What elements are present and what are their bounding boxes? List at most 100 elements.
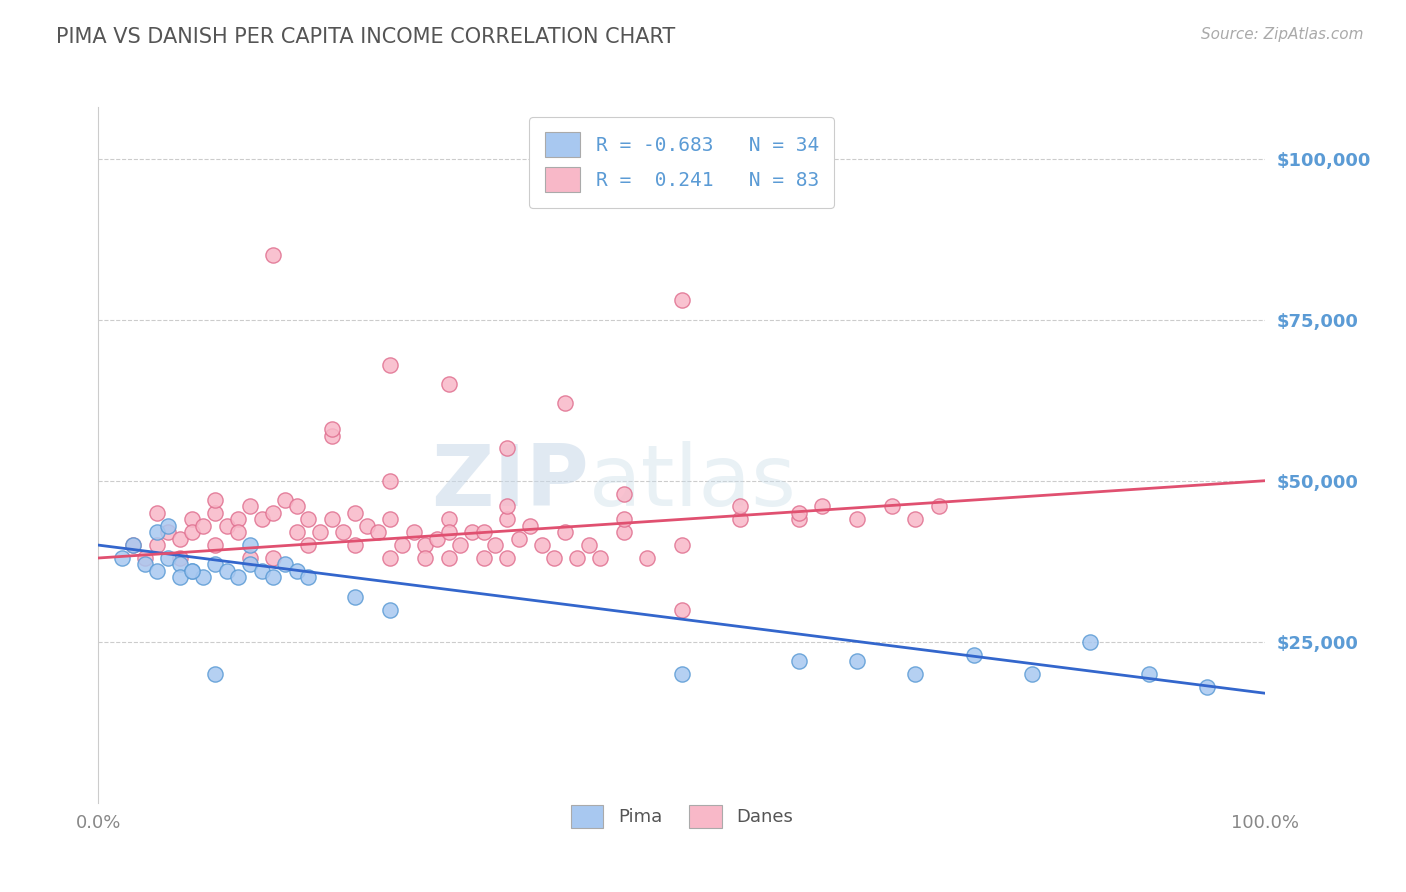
Point bbox=[122, 538, 145, 552]
Point bbox=[180, 564, 202, 578]
Point bbox=[437, 551, 460, 566]
Legend: Pima, Danes: Pima, Danes bbox=[557, 790, 807, 842]
Point bbox=[228, 512, 250, 526]
Point bbox=[180, 525, 202, 540]
Point bbox=[204, 538, 226, 552]
Point bbox=[928, 500, 950, 514]
Text: PIMA VS DANISH PER CAPITA INCOME CORRELATION CHART: PIMA VS DANISH PER CAPITA INCOME CORRELA… bbox=[56, 27, 675, 46]
Point bbox=[297, 512, 319, 526]
Point bbox=[1137, 667, 1160, 681]
Point bbox=[565, 551, 588, 566]
Point bbox=[215, 518, 238, 533]
Point bbox=[344, 538, 367, 552]
Point bbox=[578, 538, 600, 552]
Point bbox=[880, 500, 903, 514]
Point bbox=[321, 422, 343, 436]
Text: atlas: atlas bbox=[589, 442, 797, 524]
Point bbox=[530, 538, 553, 552]
Point bbox=[204, 506, 226, 520]
Point bbox=[496, 551, 519, 566]
Point bbox=[180, 512, 202, 526]
Point bbox=[380, 358, 402, 372]
Point bbox=[297, 570, 319, 584]
Point bbox=[228, 570, 250, 584]
Point bbox=[811, 500, 834, 514]
Point bbox=[239, 500, 262, 514]
Point bbox=[146, 538, 169, 552]
Point bbox=[204, 493, 226, 508]
Point bbox=[671, 538, 693, 552]
Point bbox=[169, 570, 191, 584]
Point bbox=[262, 551, 284, 566]
Point bbox=[356, 518, 378, 533]
Point bbox=[496, 512, 519, 526]
Point bbox=[146, 564, 169, 578]
Point bbox=[239, 551, 262, 566]
Point bbox=[402, 525, 425, 540]
Point bbox=[285, 525, 308, 540]
Point bbox=[297, 538, 319, 552]
Point bbox=[730, 512, 752, 526]
Point bbox=[472, 525, 495, 540]
Point bbox=[380, 512, 402, 526]
Point bbox=[228, 525, 250, 540]
Point bbox=[613, 486, 636, 500]
Point bbox=[169, 558, 191, 572]
Point bbox=[1080, 634, 1102, 648]
Point bbox=[904, 667, 927, 681]
Point bbox=[904, 512, 927, 526]
Point bbox=[613, 525, 636, 540]
Point bbox=[730, 500, 752, 514]
Point bbox=[461, 525, 484, 540]
Point bbox=[250, 564, 273, 578]
Point bbox=[787, 654, 810, 668]
Point bbox=[846, 654, 869, 668]
Point bbox=[146, 506, 169, 520]
Point bbox=[157, 518, 180, 533]
Point bbox=[391, 538, 413, 552]
Point bbox=[380, 474, 402, 488]
Point bbox=[344, 590, 367, 604]
Point bbox=[332, 525, 354, 540]
Point bbox=[274, 558, 297, 572]
Point bbox=[426, 532, 449, 546]
Point bbox=[962, 648, 984, 662]
Point bbox=[239, 538, 262, 552]
Point bbox=[321, 512, 343, 526]
Point bbox=[380, 602, 402, 616]
Point bbox=[111, 551, 134, 566]
Point bbox=[543, 551, 565, 566]
Point bbox=[146, 525, 169, 540]
Point bbox=[671, 602, 693, 616]
Point bbox=[787, 506, 810, 520]
Point bbox=[554, 396, 576, 410]
Point bbox=[262, 570, 284, 584]
Point bbox=[413, 551, 436, 566]
Point bbox=[1195, 680, 1218, 694]
Point bbox=[496, 500, 519, 514]
Point bbox=[472, 551, 495, 566]
Point bbox=[613, 512, 636, 526]
Point bbox=[484, 538, 506, 552]
Point bbox=[671, 293, 693, 308]
Point bbox=[250, 512, 273, 526]
Point bbox=[193, 518, 215, 533]
Point bbox=[169, 551, 191, 566]
Point bbox=[413, 538, 436, 552]
Point bbox=[380, 551, 402, 566]
Point bbox=[285, 500, 308, 514]
Point bbox=[262, 248, 284, 262]
Point bbox=[215, 564, 238, 578]
Point bbox=[321, 428, 343, 442]
Text: ZIP: ZIP bbox=[430, 442, 589, 524]
Point bbox=[122, 538, 145, 552]
Point bbox=[204, 558, 226, 572]
Point bbox=[437, 512, 460, 526]
Point bbox=[437, 377, 460, 392]
Point bbox=[285, 564, 308, 578]
Point bbox=[554, 525, 576, 540]
Point bbox=[787, 512, 810, 526]
Point bbox=[134, 558, 156, 572]
Point bbox=[519, 518, 541, 533]
Point bbox=[671, 667, 693, 681]
